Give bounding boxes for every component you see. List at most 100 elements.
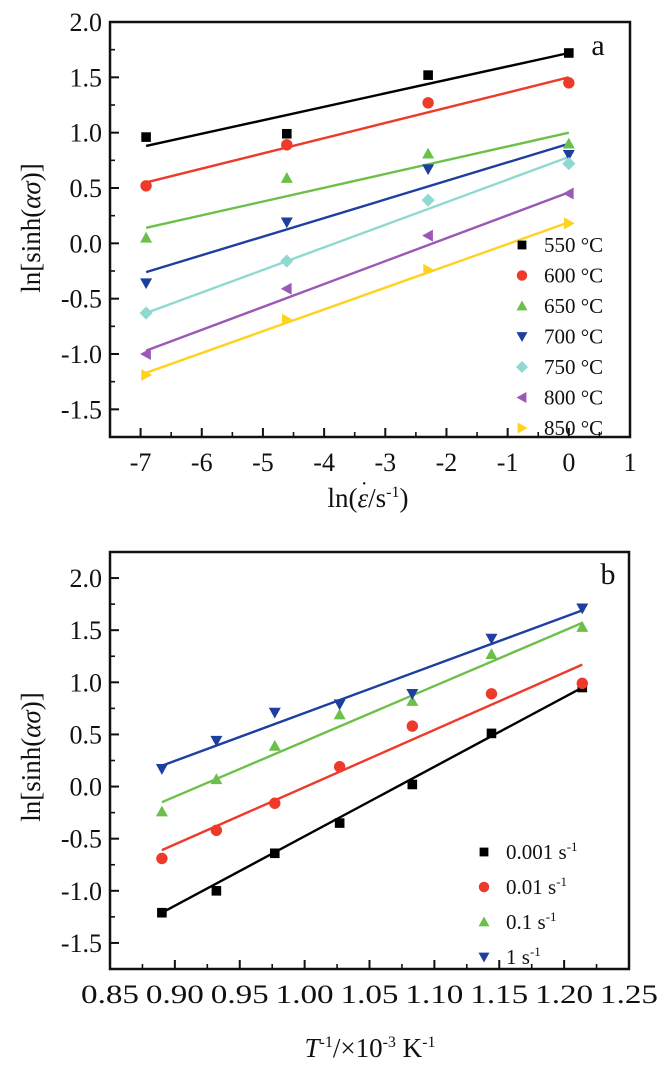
data-point	[422, 229, 433, 242]
legend-label: 0.1 s-1	[506, 909, 557, 934]
y-tick-label: -1.5	[61, 929, 102, 958]
legend-label: 0.001 s-1	[506, 839, 578, 864]
data-point	[485, 633, 498, 645]
y-tick-label: -0.5	[61, 285, 102, 314]
y-tick-label: 0.0	[70, 773, 103, 802]
data-point	[156, 852, 168, 865]
data-point	[562, 150, 575, 161]
data-point	[422, 164, 435, 176]
y-tick-label: 0.5	[70, 720, 103, 749]
xlabel-sup-2: -3	[383, 1034, 396, 1051]
data-point	[423, 70, 433, 80]
legend-marker	[479, 847, 489, 857]
y-tick-label: 2.0	[70, 564, 103, 593]
data-point	[282, 313, 293, 326]
x-tick-label: 1.05	[341, 980, 399, 1009]
xlabel-close: )	[399, 483, 408, 513]
panel-b-letter: b	[601, 558, 616, 591]
panel-a-xlabel: ln(ε/s-1)	[328, 483, 409, 513]
legend-label: 650 °C	[544, 294, 603, 318]
panel-b-fit-lines	[161, 609, 583, 914]
data-point	[280, 254, 294, 268]
ylabel-suffix: )]	[16, 163, 46, 181]
data-point	[486, 728, 497, 739]
y-tick-label: -0.5	[61, 825, 102, 854]
panel-b-ylabel: ln[sinh(ασ)]	[16, 692, 46, 821]
legend-label: 0.01 s-1	[506, 874, 567, 899]
data-point	[333, 708, 346, 720]
fit-line-550c	[145, 51, 570, 148]
x-tick-label: 0.90	[146, 980, 204, 1009]
ylabel-suffix: )]	[16, 692, 46, 710]
data-point	[139, 306, 153, 320]
fit-line-800c	[145, 191, 570, 352]
panel-b-legend: 0.001 s-1 0.01 s-1 0.1 s-1 1 s-1	[478, 839, 578, 969]
legend-marker	[478, 916, 490, 927]
ylabel-alpha-sigma: ασ	[16, 180, 46, 209]
panel-a-points	[139, 48, 576, 382]
legend-label: 750 °C	[544, 355, 603, 379]
panel-a-ticks: -1.5 -1.0 -0.5 0.0 0.5 1.0 1.5 2.0 -7 -6 -5 -4 -3 -2 -…	[61, 8, 637, 477]
x-tick-label: 1.25	[600, 980, 658, 1009]
data-point	[211, 886, 222, 896]
legend-marker	[517, 422, 528, 434]
x-tick-label: 1.10	[405, 980, 463, 1009]
data-point	[269, 797, 281, 809]
legend-label: 700 °C	[544, 325, 603, 349]
ylabel-alpha-sigma: ασ	[16, 709, 46, 738]
data-point	[576, 677, 588, 690]
legend-marker	[517, 240, 527, 250]
xlabel-sup-3: -1	[422, 1034, 435, 1051]
legend-marker	[516, 392, 527, 403]
data-point	[269, 848, 280, 859]
legend-label: 850 °C	[544, 416, 603, 440]
fit-line-700c	[145, 142, 570, 274]
x-tick-label: -5	[252, 448, 274, 477]
data-point	[280, 282, 292, 295]
data-point	[280, 217, 293, 229]
y-tick-label: 2.0	[70, 8, 103, 37]
fit-line-1s	[161, 609, 583, 767]
x-tick-label: 1.00	[276, 980, 334, 1009]
x-tick-label: -3	[374, 448, 396, 477]
xlabel-unit: /s	[368, 483, 386, 513]
epsilon-dot-mark: ·	[361, 473, 368, 495]
data-point	[564, 217, 575, 230]
data-point	[155, 764, 168, 775]
data-point	[563, 77, 575, 89]
data-point	[210, 824, 223, 837]
legend-label: 1 s-1	[506, 944, 541, 969]
y-tick-label: 1.0	[70, 119, 103, 148]
data-point	[140, 278, 153, 290]
xlabel-times-ten: /×10	[333, 1033, 383, 1063]
data-point	[576, 603, 589, 615]
x-tick-label: -1	[497, 448, 519, 477]
panel-b-xlabel: T-1/×10-3 K-1	[305, 1033, 436, 1063]
panel-a-fit-lines	[145, 51, 570, 374]
data-point	[334, 818, 345, 828]
x-tick-label: 0	[562, 448, 575, 477]
data-point	[562, 157, 576, 171]
ylabel-prefix: ln[sinh(	[16, 738, 46, 822]
xlabel-epsilon-dot: ε	[358, 483, 369, 513]
legend-marker	[516, 332, 528, 342]
fit-line-850c	[145, 221, 570, 374]
legend-marker	[478, 881, 490, 893]
y-tick-label: 1.5	[70, 616, 103, 645]
fit-line-600c	[145, 76, 570, 184]
x-tick-label: 1.20	[535, 980, 593, 1009]
x-tick-label: -6	[191, 448, 213, 477]
xlabel-T: T	[305, 1033, 322, 1063]
x-tick-label: 1.15	[470, 980, 528, 1009]
data-point	[281, 139, 293, 151]
legend-label: 800 °C	[544, 386, 603, 410]
legend-marker	[516, 300, 528, 311]
xlabel-sup-1: -1	[320, 1034, 333, 1051]
panel-b-ticks: -1.5-1.0-0.50.00.51.01.52.00.85 0.90 0.95 1…	[61, 551, 658, 1009]
fit-line-750c	[145, 155, 570, 315]
xlabel-ln: ln(	[328, 483, 358, 513]
data-point	[406, 688, 419, 700]
data-point	[280, 172, 293, 183]
data-point	[421, 193, 435, 207]
data-point	[268, 739, 281, 751]
